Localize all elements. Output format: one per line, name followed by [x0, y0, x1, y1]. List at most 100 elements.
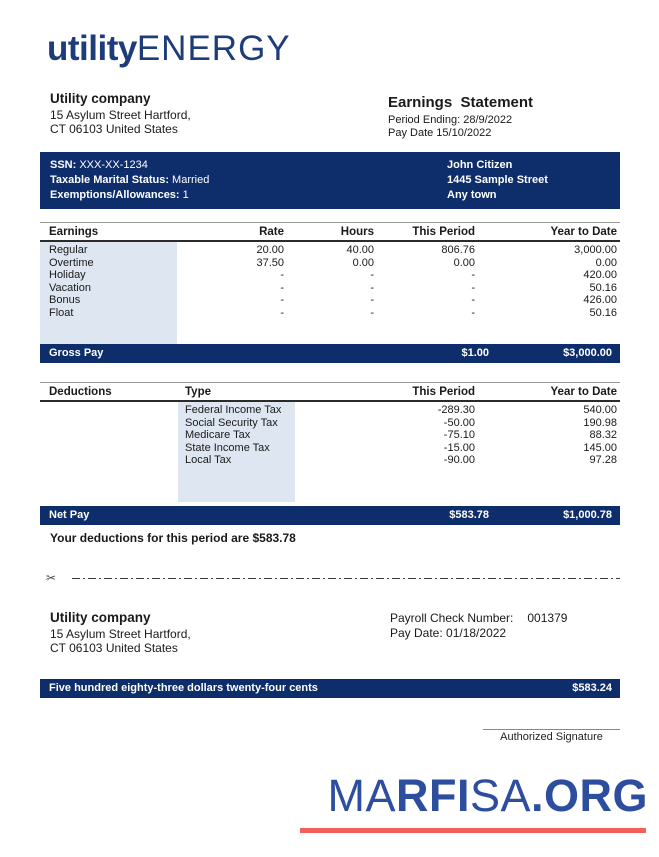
marital-status-line: Taxable Marital Status: Married	[50, 173, 209, 188]
company-address-bottom: Utility company 15 Asylum Street Hartfor…	[50, 610, 191, 655]
earning-this-period: -	[471, 306, 475, 319]
deduction-ytd: 145.00	[583, 441, 617, 454]
scissors-icon: ✂	[46, 571, 57, 585]
employee-info-box: SSN: XXX-XX-1234 Taxable Marital Status:…	[40, 152, 620, 209]
earning-hours: -	[370, 306, 374, 319]
payroll-pay-date-line: Pay Date: 01/18/2022	[390, 626, 507, 640]
table-row: Overtime 37.50 0.00 0.00 0.00	[40, 257, 620, 270]
earning-rate: -	[280, 281, 284, 294]
cut-here-line: ✂	[46, 571, 620, 585]
marfisa-org-logo: MARFISA.ORG	[297, 770, 648, 822]
earning-rate: 20.00	[256, 244, 284, 256]
net-pay-ytd: $1,000.78	[563, 509, 612, 521]
deductions-table-body: Federal Income Tax -289.30 540.00 Social…	[40, 402, 620, 502]
deductions-header-type: Type	[185, 385, 211, 398]
table-row: Float - - - 50.16	[40, 307, 620, 320]
check-number-value: 001379	[527, 611, 568, 625]
exemptions-label: Exemptions/Allowances:	[50, 188, 180, 201]
table-row: Regular 20.00 40.00 806.76 3,000.00	[40, 244, 620, 257]
table-row: Medicare Tax -75.10 88.32	[40, 429, 620, 442]
earnings-table-body: Regular 20.00 40.00 806.76 3,000.00 Over…	[40, 242, 620, 344]
earning-ytd: 420.00	[583, 269, 617, 282]
earning-ytd: 3,000.00	[574, 244, 617, 256]
earning-this-period: 806.76	[441, 244, 475, 256]
employee-tax-info: SSN: XXX-XX-1234 Taxable Marital Status:…	[50, 158, 209, 202]
earning-rate: 37.50	[256, 256, 284, 269]
company-address-line1: 15 Asylum Street Hartford,	[50, 108, 191, 122]
logo-text-energy: ENERGY	[136, 29, 291, 68]
deduction-spacer	[40, 429, 178, 442]
deductions-type-column-shade	[178, 402, 295, 502]
authorized-signature-line: Authorized Signature	[483, 729, 620, 743]
earning-label: Vacation	[49, 281, 91, 294]
earning-ytd: 50.16	[589, 281, 617, 294]
statement-title: Earnings Statement	[388, 94, 534, 111]
table-row: Local Tax -90.00 97.28	[40, 454, 620, 467]
marital-value: Married	[169, 173, 210, 186]
company-name: Utility company	[50, 91, 151, 106]
earning-hours: 0.00	[352, 256, 374, 269]
check-number-label: Payroll Check Number:	[390, 611, 514, 625]
brand-seg-sa: SA	[469, 770, 531, 821]
ssn-label: SSN:	[50, 159, 77, 171]
deductions-header-deductions: Deductions	[49, 385, 112, 398]
deductions-header-ytd: Year to Date	[550, 385, 617, 398]
brand-seg-org: .ORG	[530, 770, 648, 821]
earning-label: Float	[49, 306, 74, 319]
logo-text-utility: utility	[47, 29, 137, 68]
gross-pay-ytd: $3,000.00	[563, 347, 612, 359]
net-pay-label: Net Pay	[49, 509, 90, 521]
earnings-label-column-shade	[40, 242, 177, 344]
statement-header: Earnings Statement Period Ending: 28/9/2…	[388, 94, 533, 140]
deduction-type: Local Tax	[185, 454, 232, 467]
deduction-this-period: -75.10	[443, 429, 475, 442]
deduction-type: Federal Income Tax	[185, 404, 282, 416]
deduction-type: State Income Tax	[185, 441, 270, 454]
period-ending: Period Ending: 28/9/2022	[388, 114, 513, 126]
earning-hours: -	[370, 269, 374, 282]
earning-label: Overtime	[49, 256, 94, 269]
deductions-header-this-period: This Period	[412, 385, 475, 398]
deductions-note: Your deductions for this period are $583…	[50, 531, 296, 545]
earning-ytd: 50.16	[589, 306, 617, 319]
amount-value: $583.24	[572, 682, 612, 694]
table-row: Federal Income Tax -289.30 540.00	[40, 404, 620, 417]
earning-this-period: -	[471, 281, 475, 294]
earning-label: Regular	[49, 244, 88, 256]
deduction-this-period: -50.00	[443, 416, 475, 429]
deduction-ytd: 540.00	[583, 404, 617, 416]
deduction-type: Social Security Tax	[185, 416, 278, 429]
table-row: Holiday - - - 420.00	[40, 269, 620, 282]
earnings-header-hours: Hours	[340, 225, 374, 238]
exemptions-value: 1	[179, 188, 189, 201]
table-row: Vacation - - - 50.16	[40, 282, 620, 295]
employee-name: John Citizen	[447, 159, 513, 171]
exemptions-line: Exemptions/Allowances: 1	[50, 188, 209, 203]
company-address-line2: CT 06103 United States	[50, 122, 178, 136]
net-pay-bar: Net Pay $583.78 $1,000.78	[40, 506, 620, 525]
gross-pay-bar: Gross Pay $1.00 $3,000.00	[40, 344, 620, 363]
earning-this-period: -	[471, 294, 475, 307]
net-pay-this-period: $583.78	[449, 509, 489, 521]
earning-rate: -	[280, 306, 284, 319]
company-address-line1: 15 Asylum Street Hartford,	[50, 627, 191, 641]
deduction-this-period: -289.30	[437, 404, 475, 416]
statement-pay-date: Pay Date 15/10/2022	[388, 127, 492, 139]
deductions-table: Deductions Type This Period Year to Date…	[40, 382, 620, 502]
gross-pay-this-period: $1.00	[461, 347, 489, 359]
amount-in-words-bar: Five hundred eighty-three dollars twenty…	[40, 679, 620, 698]
company-address-top: Utility company 15 Asylum Street Hartfor…	[50, 91, 191, 136]
earning-hours: -	[370, 294, 374, 307]
deduction-ytd: 190.98	[583, 416, 617, 429]
earnings-table: Earnings Rate Hours This Period Year to …	[40, 222, 620, 344]
employee-address-line1: 1445 Sample Street	[447, 173, 548, 186]
earning-label: Bonus	[49, 294, 81, 307]
company-address-line2: CT 06103 United States	[50, 641, 178, 655]
ssn-value: XXX-XX-1234	[76, 159, 148, 171]
earning-this-period: -	[471, 269, 475, 282]
earnings-header-earnings: Earnings	[49, 225, 99, 238]
earning-this-period: 0.00	[453, 256, 475, 269]
ssn-line: SSN: XXX-XX-1234	[50, 158, 209, 173]
payroll-check-info: Payroll Check Number: 001379 Pay Date: 01…	[390, 611, 567, 641]
table-row: Bonus - - - 426.00	[40, 294, 620, 307]
